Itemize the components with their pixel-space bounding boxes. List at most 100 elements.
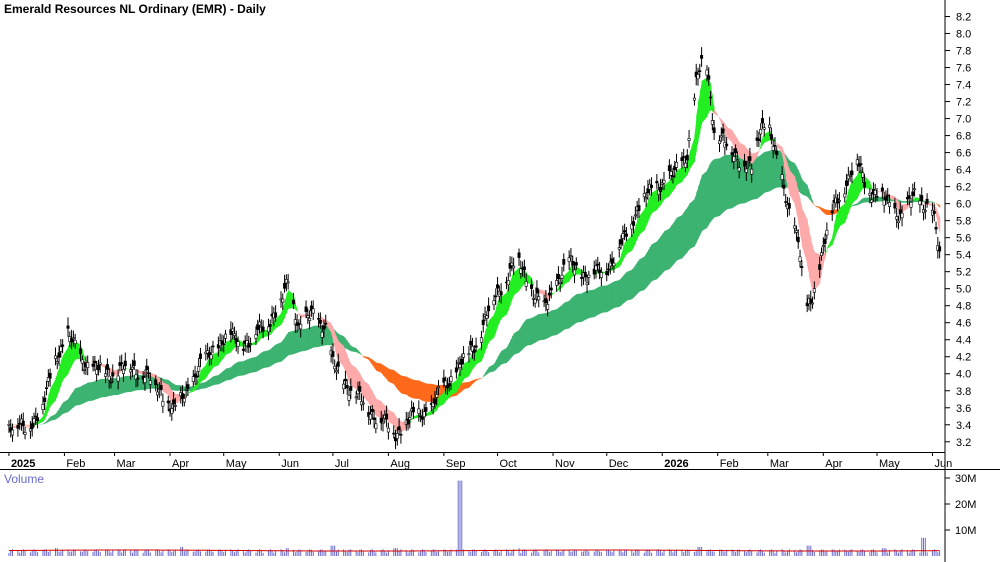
candle-body xyxy=(286,281,290,284)
candle-body xyxy=(610,258,614,265)
short-term-ma-band xyxy=(789,169,796,205)
candle-body xyxy=(549,287,553,291)
candle-body xyxy=(680,157,684,162)
candle-body xyxy=(642,193,646,198)
candle-body xyxy=(343,378,347,382)
candle-body xyxy=(433,398,437,405)
candle-body xyxy=(474,345,478,348)
candle-body xyxy=(800,266,804,269)
candle-body xyxy=(585,282,589,286)
short-term-ma-band xyxy=(751,151,758,165)
short-term-ma-band xyxy=(186,393,189,397)
short-term-ma-band xyxy=(37,415,44,425)
long-term-ma-band xyxy=(937,204,941,208)
candle-body xyxy=(458,364,462,368)
candle-body xyxy=(460,358,464,365)
candle-body xyxy=(710,120,714,125)
candle-body xyxy=(567,257,571,262)
candle-body xyxy=(843,193,847,198)
short-term-ma-band xyxy=(531,278,534,286)
candle-body xyxy=(256,324,260,330)
month-label: May xyxy=(879,458,900,470)
candle-body xyxy=(487,305,491,312)
candle-body xyxy=(932,211,936,214)
long-term-ma-band xyxy=(864,197,871,203)
candle-body xyxy=(485,315,489,319)
candle-body xyxy=(768,124,772,128)
candle-body xyxy=(236,341,240,347)
candle-body xyxy=(712,127,716,134)
candle-body xyxy=(86,362,90,368)
candle-body xyxy=(234,338,238,344)
candle-body xyxy=(848,175,852,177)
long-term-ma-band xyxy=(150,375,157,389)
long-term-ma-band xyxy=(313,325,320,348)
candle-body xyxy=(709,96,713,99)
candle-body xyxy=(725,143,729,147)
candle-body xyxy=(530,284,534,289)
long-term-ma-band xyxy=(375,362,382,374)
candle-body xyxy=(524,281,528,287)
candle-body xyxy=(499,291,503,296)
short-term-ma-band xyxy=(889,194,896,202)
candle-body xyxy=(209,354,213,360)
candle-body xyxy=(220,340,224,345)
candle-body xyxy=(893,202,897,209)
long-term-ma-band xyxy=(563,300,570,330)
short-term-ma-band xyxy=(814,252,821,291)
candle-body xyxy=(311,308,315,314)
candle-body xyxy=(30,423,34,429)
candle-body xyxy=(16,425,20,429)
candle-body xyxy=(496,284,500,289)
candle-body xyxy=(692,97,696,101)
long-term-ma-band xyxy=(125,375,132,393)
short-term-ma-band xyxy=(714,108,721,120)
long-term-ma-band xyxy=(359,352,363,355)
short-term-ma-band xyxy=(311,312,314,315)
short-term-ma-band xyxy=(212,351,219,368)
short-term-ma-band xyxy=(801,207,808,266)
long-term-ma-band xyxy=(75,386,82,406)
candle-body xyxy=(533,299,537,304)
candle-body xyxy=(170,408,174,414)
candle-body xyxy=(888,202,892,207)
candle-body xyxy=(206,350,210,354)
candle-body xyxy=(23,432,27,435)
short-term-ma-band xyxy=(125,368,132,369)
candle-body xyxy=(191,376,195,383)
long-term-ma-band xyxy=(812,201,815,206)
long-term-ma-band xyxy=(638,256,645,292)
price-tick-label: 3.2 xyxy=(956,437,971,449)
candle-body xyxy=(823,238,827,244)
long-term-ma-band xyxy=(50,413,57,421)
candle-body xyxy=(748,156,752,161)
month-label: Feb xyxy=(720,458,739,470)
price-candles xyxy=(7,47,942,450)
price-tick-label: 6.0 xyxy=(956,199,971,211)
candle-body xyxy=(399,433,403,436)
month-label: Feb xyxy=(66,458,85,470)
long-term-ma-band xyxy=(37,423,44,425)
candle-body xyxy=(811,302,815,305)
candle-body xyxy=(886,194,890,197)
candle-body xyxy=(587,274,591,278)
short-term-ma-band xyxy=(876,191,883,193)
short-term-ma-band xyxy=(538,289,545,296)
long-term-ma-band xyxy=(388,368,395,385)
short-term-ma-band xyxy=(300,314,307,319)
candle-body xyxy=(821,245,825,248)
price-tick-label: 6.6 xyxy=(956,148,971,160)
candle-body xyxy=(759,128,763,135)
candle-body xyxy=(198,353,202,359)
candle-body xyxy=(868,193,872,196)
candle-body xyxy=(431,402,435,407)
candle-body xyxy=(537,296,541,301)
candle-body xyxy=(644,197,648,200)
long-term-ma-band xyxy=(212,374,219,386)
volume-average-line xyxy=(8,549,940,552)
short-term-ma-band xyxy=(776,143,783,156)
month-label: 2025 xyxy=(11,458,35,470)
long-term-ma-band xyxy=(288,330,295,356)
long-term-ma-band xyxy=(588,289,595,318)
candle-body xyxy=(435,394,439,398)
